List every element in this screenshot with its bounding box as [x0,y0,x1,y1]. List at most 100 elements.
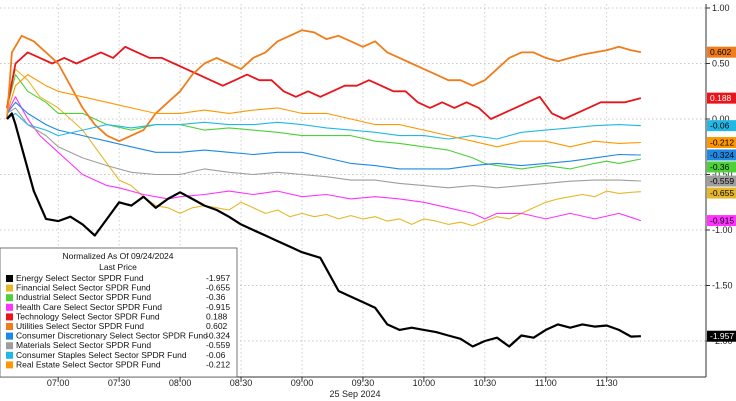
last-price-badge: 0.188 [707,92,736,104]
y-tick-label: 1.00 [712,3,730,13]
badge-value: -0.559 [710,176,734,186]
x-axis-ticks: 07:00 07:30 08:00 08:30 09:00 09:30 10:00 10:30… [47,377,618,388]
last-price-badge: -0.36 [707,161,736,173]
legend-series-name: Technology Select Sector SPDR Fund [16,311,160,321]
legend-swatch [6,284,13,292]
badge-value: 0.602 [710,47,732,57]
legend-last-price: -0.36 [206,292,226,302]
series-line [6,101,641,170]
legend-swatch [6,332,13,340]
last-price-badge: -0.212 [707,137,736,149]
badge-value: -0.324 [710,150,734,160]
badge-value: -0.36 [710,162,730,172]
badge-background [707,175,736,187]
legend-series-name: Utilities Select Sector SPDR Fund [16,321,144,331]
badge-background [707,215,736,227]
legend-series-name: Financial Select Sector SPDR Fund [16,283,151,293]
badge-background [707,330,736,342]
legend-item: Real Estate Select Sector SPDR Fund -0.21… [6,359,230,369]
y-tick-label: -0.50 [712,170,733,180]
badge-value: -0.655 [710,188,734,198]
badge-value: -0.212 [710,138,734,148]
badge-background [707,92,736,104]
x-tick-label: 07:00 [47,378,70,388]
badge-background [707,120,736,132]
legend-title: Normalized As Of 09/24/2024 [62,251,173,261]
last-price-badge: 0.602 [707,46,736,58]
legend-swatch [6,294,13,302]
series-line [6,107,641,189]
legend-series-name: Industrial Select Sector SPDR Fund [16,292,151,302]
legend-rows: Energy Select Sector SPDR Fund -1.957Fina… [6,273,230,369]
legend-last-price: 0.188 [206,311,228,321]
y-tick-label: -1.00 [712,225,733,235]
last-price-badge: -0.655 [707,187,736,199]
legend-last-price: -0.324 [206,331,230,341]
x-tick-label: 08:30 [230,378,253,388]
legend-swatch [6,361,13,369]
legend-swatch [6,313,13,321]
legend-last-price: -1.957 [206,273,230,283]
legend-item: Consumer Discretionary Select Sector SPD… [6,331,230,341]
legend-series-name: Energy Select Sector SPDR Fund [16,273,144,283]
badge-background [707,137,736,149]
series-line [6,112,641,348]
legend-series-name: Consumer Staples Select Sector SPDR Fund [16,350,187,360]
series-line [6,74,642,170]
legend-item: Utilities Select Sector SPDR Fund 0.602 [6,321,228,331]
y-tick-label: -1.50 [712,281,733,291]
legend-item: Technology Select Sector SPDR Fund 0.188 [6,311,228,321]
legend-box [0,247,238,378]
legend-series-name: Health Care Select Sector SPDR Fund [16,302,162,312]
legend-last-price: -0.559 [206,340,230,350]
badge-background [707,161,736,173]
x-tick-label: 10:00 [413,378,436,388]
series-line [6,112,641,140]
series-line [6,96,642,222]
last-price-badge: -0.915 [707,215,736,227]
x-tick-label: 07:30 [108,378,131,388]
series-line [6,29,642,143]
x-tick-label: 09:00 [291,378,314,388]
badge-value: -0.06 [710,121,730,131]
badge-value: 0.188 [710,93,732,103]
x-axis-date-label: 25 Sep 2024 [329,389,380,399]
legend-series-name: Consumer Discretionary Select Sector SPD… [16,331,208,341]
last-price-badge: -1.957 [707,330,736,342]
badge-value: -1.957 [710,331,734,341]
x-tick-label: 10:30 [474,378,497,388]
legend-column-header: Last Price [99,262,137,272]
y-tick-label: 0.00 [712,114,730,124]
legend-last-price: -0.212 [206,359,230,369]
x-tick-label: 11:00 [535,378,557,388]
legend-last-price: -0.915 [206,302,230,312]
legend-swatch [6,303,13,311]
legend-swatch [6,323,13,330]
legend-swatch [6,342,13,350]
legend-item: Financial Select Sector SPDR Fund -0.655 [6,283,230,293]
legend-series-name: Materials Select Sector SPDR Fund [16,340,151,350]
legend-last-price: -0.06 [206,350,226,360]
last-price-badge: -0.324 [707,149,736,161]
series-line [6,45,642,120]
legend-series-name: Real Estate Select Sector SPDR Fund [16,359,161,369]
legend-last-price: -0.655 [206,283,230,293]
legend-last-price: 0.602 [206,321,228,331]
x-tick-label: 11:30 [596,378,618,388]
x-tick-label: 09:30 [352,378,375,388]
series-line [6,74,641,148]
last-price-badges: 0.6020.188-0.06-0.212-0.324-0.36-0.559-0… [707,46,736,342]
badge-value: -0.915 [710,216,734,226]
badge-background [707,187,736,199]
series-lines [6,29,642,348]
last-price-badge: -0.559 [707,175,736,187]
last-price-badge: -0.06 [707,120,736,132]
badge-background [707,46,736,58]
legend-item: Health Care Select Sector SPDR Fund -0.91… [6,302,230,312]
badge-background [707,149,736,161]
legend-item: Materials Select Sector SPDR Fund -0.559 [6,340,230,350]
legend-item: Energy Select Sector SPDR Fund -1.957 [6,273,230,283]
series-line [6,68,641,227]
